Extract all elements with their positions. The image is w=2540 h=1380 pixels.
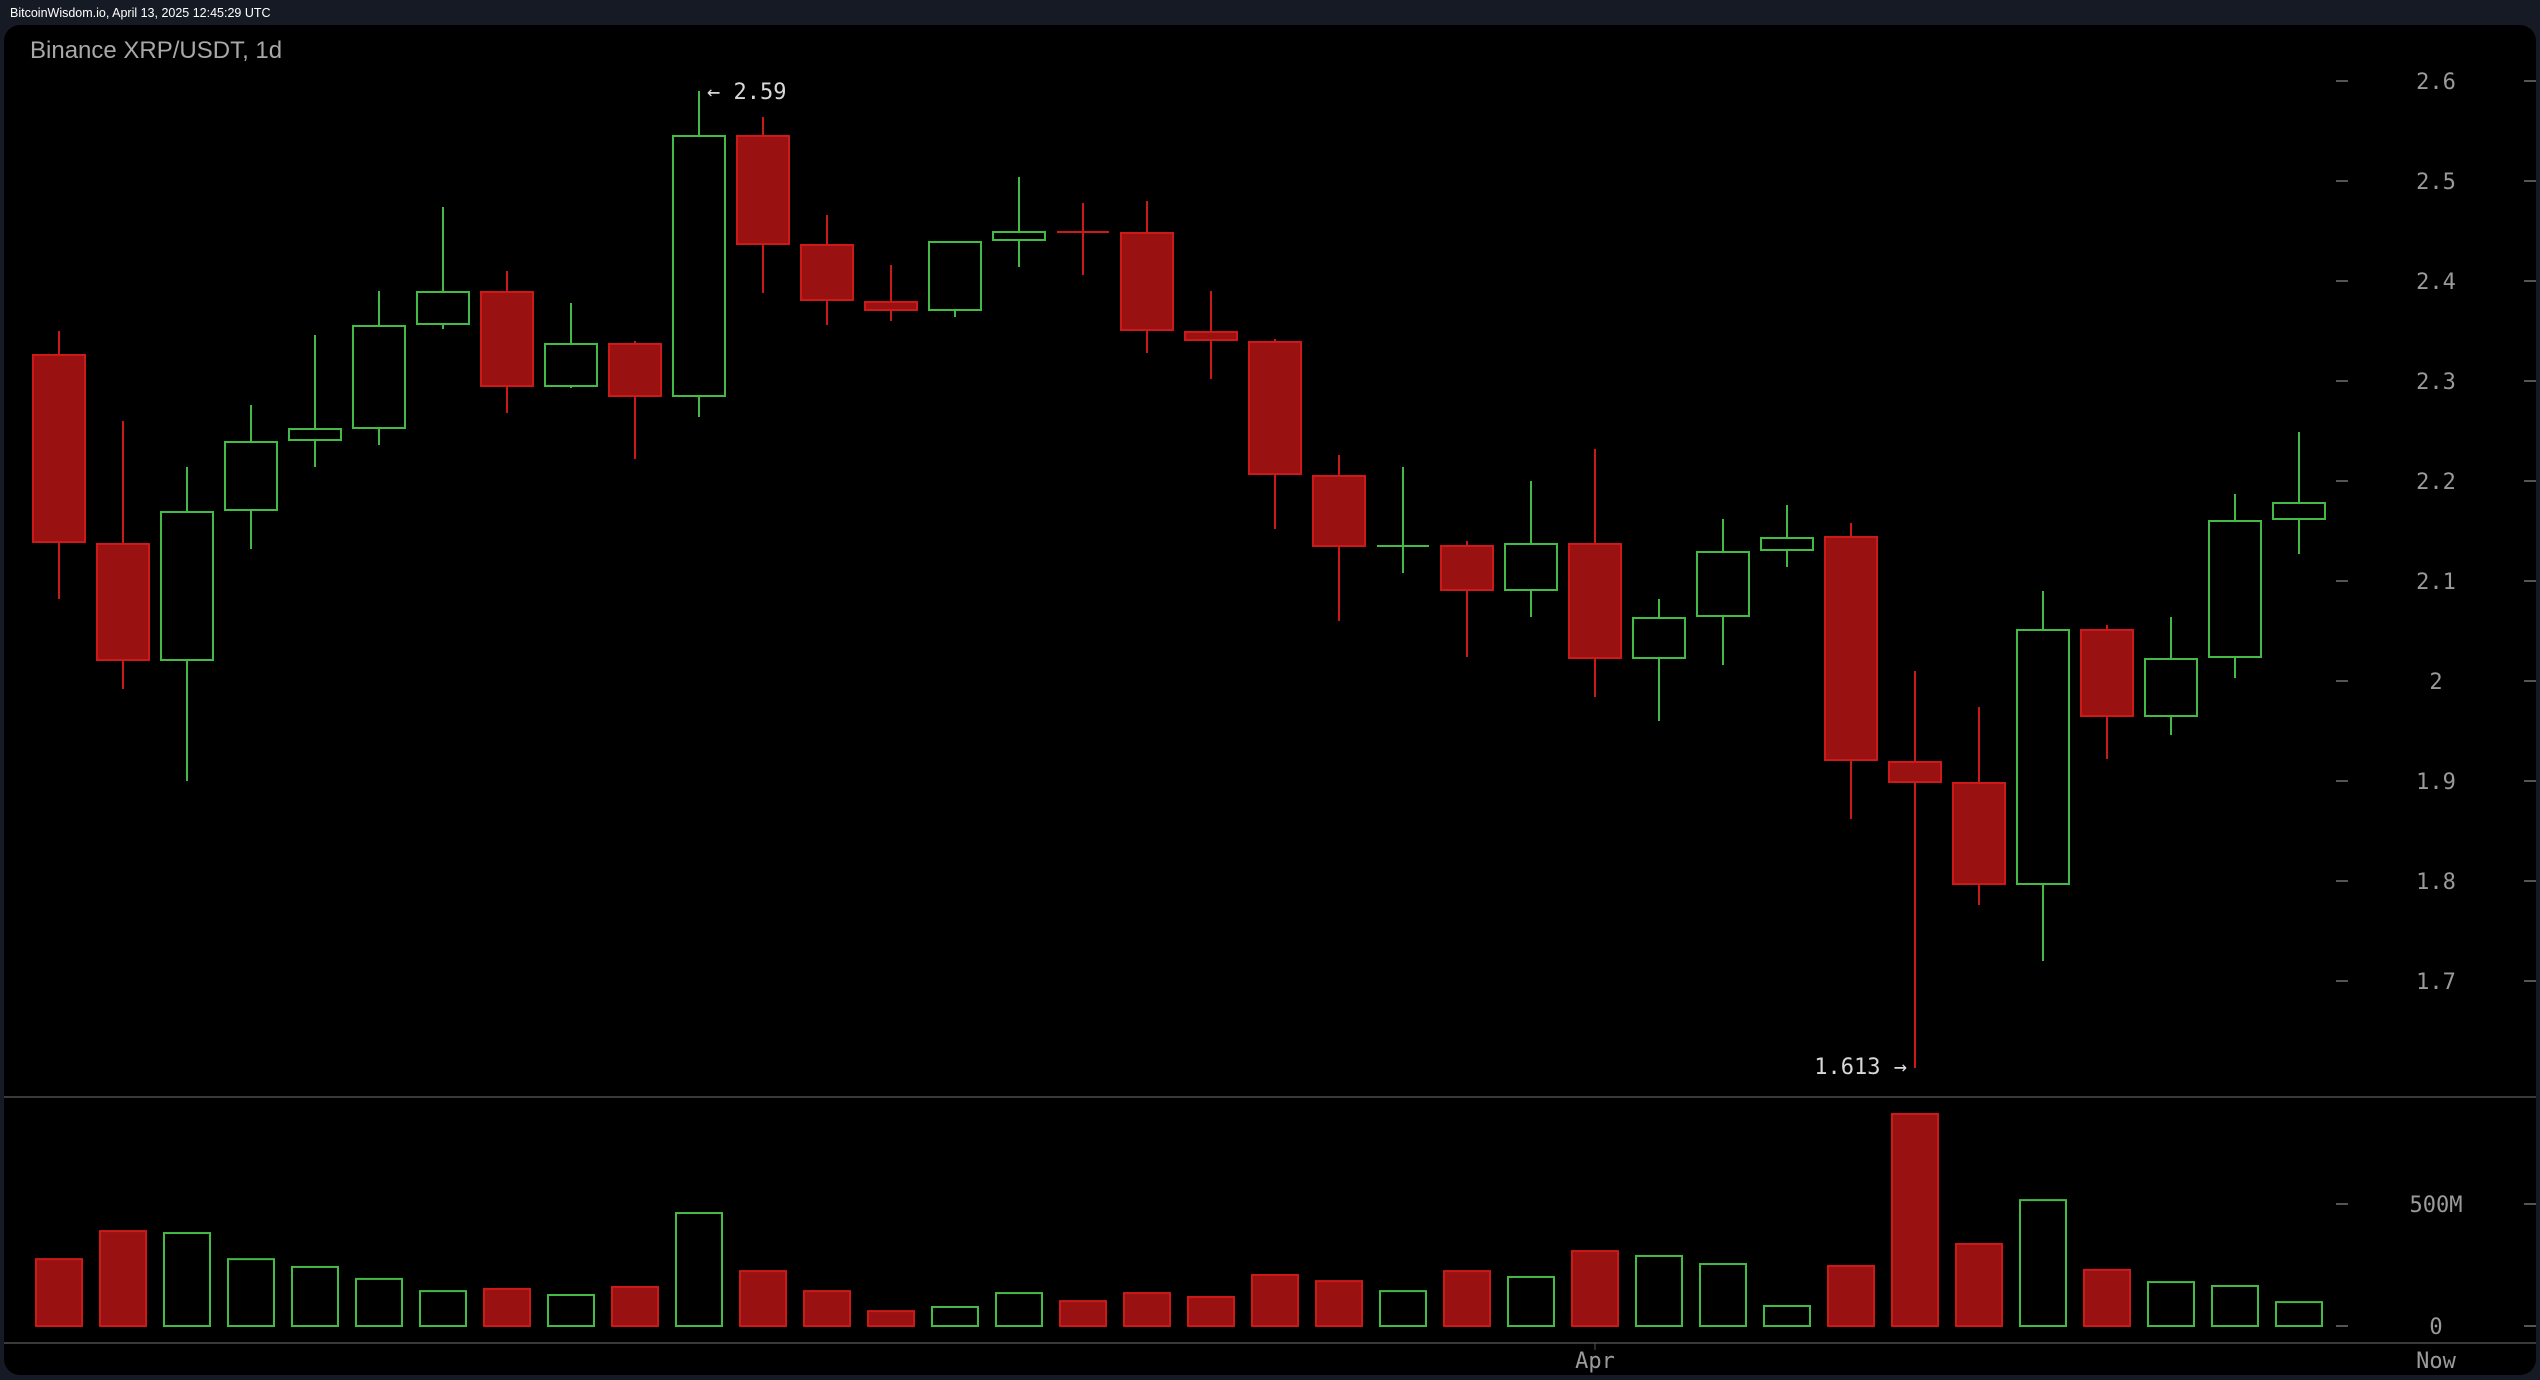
y-axis-label: 2.5 <box>2416 170 2456 195</box>
volume-bar-up <box>2275 1301 2323 1328</box>
candle-body-down <box>1120 232 1174 331</box>
y-axis-label: 2.2 <box>2416 470 2456 495</box>
x-axis-label-apr: Apr <box>1575 1349 1615 1374</box>
candle-body-up <box>672 135 726 397</box>
volume-bar-up <box>355 1277 403 1327</box>
candle-body-up <box>352 325 406 429</box>
volume-bar-down <box>611 1285 659 1327</box>
candle-body-down <box>1952 782 2006 885</box>
candle-body-down <box>1248 341 1302 475</box>
volume-bar-up <box>163 1232 211 1328</box>
chart-title: Binance XRP/USDT, 1d <box>30 37 283 64</box>
candle-body-up <box>1760 537 1814 551</box>
volume-bar-down <box>1827 1264 1875 1327</box>
candle-body-up <box>2272 502 2326 520</box>
candle-body-down <box>864 301 918 311</box>
candle-body-up <box>2208 520 2262 658</box>
top-header-bar: BitcoinWisdom.io, April 13, 2025 12:45:2… <box>0 0 2540 25</box>
y-axis-label: 2 <box>2429 670 2442 695</box>
volume-bar-down <box>35 1258 83 1328</box>
volume-bar-down <box>1187 1295 1235 1327</box>
candle-body-down <box>480 291 534 387</box>
volume-bar-down <box>1571 1250 1619 1328</box>
candle-body-down <box>1440 545 1494 591</box>
candle-body-up <box>160 511 214 661</box>
volume-bar-up <box>931 1305 979 1328</box>
volume-bar-up <box>227 1258 275 1328</box>
volume-bar-down <box>1315 1280 1363 1328</box>
y-axis-label: 2.6 <box>2416 70 2456 95</box>
candle-body-down <box>608 343 662 397</box>
volume-bar-up <box>675 1212 723 1327</box>
candle-body-up <box>992 231 1046 241</box>
volume-bar-up <box>419 1290 467 1328</box>
candle-body-down <box>800 244 854 301</box>
volume-axis-label: 500M <box>2410 1193 2463 1218</box>
candle-body-up <box>224 441 278 511</box>
chart-panel: Binance XRP/USDT, 1d 2.6 2.5 2.4 2.3 2.2 2.1 2… <box>4 25 2536 1375</box>
volume-bar-down <box>2083 1268 2131 1328</box>
candle-body-down <box>1888 761 1942 783</box>
volume-bar-down <box>1955 1243 2003 1327</box>
volume-bar-down <box>99 1230 147 1327</box>
volume-bar-down <box>1443 1270 1491 1327</box>
high-price-annotation: ← 2.59 <box>707 80 786 105</box>
source-timestamp: BitcoinWisdom.io, April 13, 2025 12:45:2… <box>10 6 271 20</box>
volume-axis-label: 0 <box>2429 1315 2442 1340</box>
y-axis-label: 2.4 <box>2416 270 2456 295</box>
candle-body-up <box>2144 658 2198 717</box>
y-axis-label: 2.3 <box>2416 370 2456 395</box>
candle-body-up <box>416 291 470 325</box>
candle-body-up <box>1696 551 1750 617</box>
volume-bar-up <box>1635 1254 1683 1328</box>
y-axis-label: 2.1 <box>2416 570 2456 595</box>
volume-bar-up <box>995 1292 1043 1328</box>
candle-body-down <box>1184 331 1238 341</box>
volume-bar-up <box>2211 1284 2259 1328</box>
volume-bar-up <box>547 1294 595 1327</box>
volume-bar-down <box>867 1310 915 1327</box>
candle-body-down <box>32 354 86 543</box>
volume-bar-up <box>2019 1199 2067 1327</box>
candle-body-down <box>1312 475 1366 547</box>
low-price-annotation: 1.613 → <box>1814 1055 1907 1080</box>
candle-body-up <box>928 241 982 311</box>
volume-bar-down <box>739 1270 787 1327</box>
candle-body-up <box>288 428 342 441</box>
volume-bar-down <box>803 1290 851 1328</box>
volume-bar-up <box>1379 1290 1427 1328</box>
y-axis-label: 1.7 <box>2416 970 2456 995</box>
volume-bar-up <box>2147 1281 2195 1327</box>
candle-body-down <box>96 543 150 661</box>
volume-bar-down <box>1123 1292 1171 1328</box>
candle-body-up <box>1504 543 1558 591</box>
volume-bar-up <box>1507 1275 1555 1328</box>
volume-bar-down <box>483 1287 531 1327</box>
volume-bar-down <box>1059 1300 1107 1328</box>
candle-body-down <box>736 135 790 245</box>
candle-body-up <box>2016 629 2070 885</box>
volume-bar-down <box>1891 1112 1939 1327</box>
candle-body-up <box>544 343 598 387</box>
volume-bar-up <box>291 1265 339 1328</box>
candle-body-down <box>1568 543 1622 659</box>
y-axis-label: 1.8 <box>2416 870 2456 895</box>
candle-body-up <box>1632 617 1686 659</box>
candle-body-down <box>2080 629 2134 717</box>
y-axis-label: 1.9 <box>2416 770 2456 795</box>
volume-bar-up <box>1763 1304 1811 1327</box>
volume-bar-down <box>1251 1274 1299 1328</box>
volume-bar-up <box>1699 1263 1747 1328</box>
candle-body-down <box>1824 536 1878 761</box>
x-axis-label-now: Now <box>2416 1349 2456 1374</box>
candlestick-chart: 2.6 2.5 2.4 2.3 2.2 2.1 2 1.9 1.8 1.7 500M 0 ← 2.59 1… <box>4 70 2536 1374</box>
